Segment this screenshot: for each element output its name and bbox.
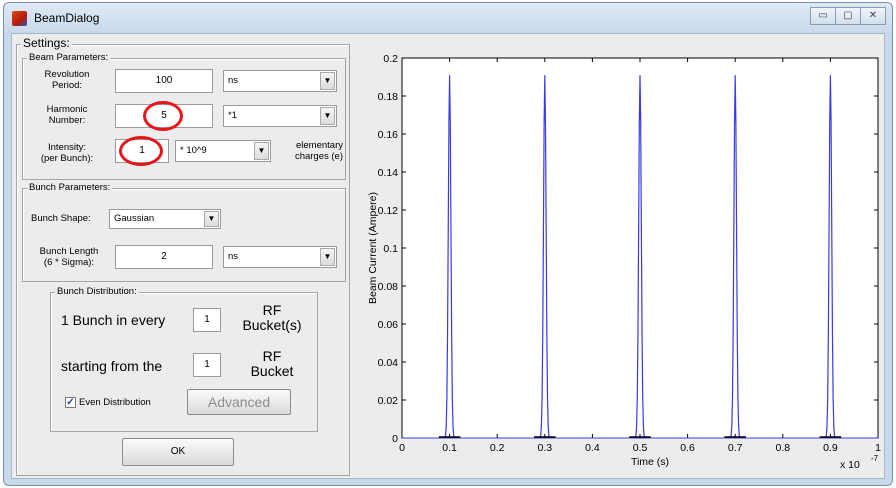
y-tick-label: 0.14: [378, 167, 399, 179]
x-axis-label: Time (s): [631, 456, 669, 468]
revolution-unit-select[interactable]: ns ▼: [223, 70, 337, 92]
bunch-peak-1: [444, 75, 455, 438]
y-tick-label: 0.18: [378, 91, 399, 103]
bunch-length-unit-value: ns: [228, 251, 239, 262]
advanced-button[interactable]: Advanced: [187, 389, 291, 415]
bunch-every-label: 1 Bunch in every: [61, 312, 166, 328]
close-button[interactable]: ✕: [860, 7, 886, 25]
beam-parameters-panel: Beam Parameters: Revolution Period: 100 …: [22, 52, 346, 180]
bunch-peak-5: [825, 75, 836, 438]
bunch-distribution-title: Bunch Distribution:: [55, 286, 139, 297]
beam-dialog-window: BeamDialog ▭ ▢ ✕ Settings: Beam Paramete…: [3, 2, 893, 486]
y-tick-label: 0.12: [378, 205, 399, 217]
intensity-multiplier-value: * 10^9: [180, 145, 207, 156]
x-tick-label: 0.8: [775, 442, 790, 454]
y-tick-label: 0.04: [378, 357, 399, 369]
intensity-label: Intensity: (per Bunch):: [31, 142, 103, 164]
beam-parameters-title: Beam Parameters:: [27, 52, 111, 63]
harmonic-label-line2: Number:: [48, 115, 86, 126]
plot-area: 0 0.1 0.2 0.3 0.4 0.5 0.6 0.7 0.8 0.9 1 0 0.02 0.04 0.…: [367, 42, 884, 476]
revolution-label-line2: Period:: [51, 80, 83, 91]
x-tick-label: 0.7: [728, 442, 743, 454]
intensity-unit-line1: elementary: [296, 140, 343, 151]
bunch-parameters-panel: Bunch Parameters: Bunch Shape: Gaussian …: [22, 182, 346, 282]
intensity-label-line2: (per Bunch):: [40, 153, 94, 164]
x-tick-label: 0.5: [633, 442, 648, 454]
starting-from-input[interactable]: 1: [193, 353, 221, 377]
y-tick-label: 0.08: [378, 281, 399, 293]
x-tick-label: 0: [399, 442, 405, 454]
y-tick-label: 0.2: [383, 53, 398, 65]
x-multiplier-exponent: -7: [871, 454, 879, 463]
start-unit-line1: RF: [262, 348, 282, 364]
minimize-button[interactable]: ▭: [810, 7, 836, 25]
bunch-peak-2: [539, 75, 551, 438]
intensity-label-line1: Intensity:: [47, 142, 87, 153]
x-tick-label: 0.3: [537, 442, 552, 454]
revolution-period-label: Revolution Period:: [37, 69, 97, 91]
bunch-every-unit: RF Bucket(s): [231, 303, 313, 333]
y-axis-label: Beam Current (Ampere): [368, 192, 379, 304]
y-tick-label: 0.1: [383, 243, 398, 255]
bunch-every-input[interactable]: 1: [193, 308, 221, 332]
beam-current-plot: 0 0.1 0.2 0.3 0.4 0.5 0.6 0.7 0.8 0.9 1 0 0.02 0.04 0.…: [367, 53, 881, 471]
every-unit-line2: Bucket(s): [242, 317, 302, 333]
bunch-distribution-panel: Bunch Distribution: 1 Bunch in every 1 R…: [50, 286, 318, 432]
y-tick-label: 0: [392, 433, 398, 445]
bunch-length-input[interactable]: 2: [115, 245, 213, 269]
x-multiplier-label: x 10: [840, 459, 860, 471]
y-tick-label: 0.16: [378, 129, 399, 141]
intensity-unit-label: elementary charges (e): [275, 140, 343, 162]
starting-from-unit: RF Bucket: [231, 349, 313, 379]
bunch-length-unit-select[interactable]: ns ▼: [223, 246, 337, 268]
x-tick-label: 0.6: [680, 442, 695, 454]
revolution-period-input[interactable]: 100: [115, 69, 213, 93]
highlight-circle: [119, 136, 163, 166]
harmonic-multiplier-value: *1: [228, 110, 237, 121]
title-bar[interactable]: BeamDialog ▭ ▢ ✕: [4, 3, 892, 33]
every-unit-line1: RF: [262, 302, 282, 318]
start-unit-line2: Bucket: [250, 363, 294, 379]
window-title: BeamDialog: [34, 11, 100, 25]
bunch-shape-label: Bunch Shape:: [31, 213, 91, 224]
y-tick-label: 0.02: [378, 395, 399, 407]
ok-button[interactable]: OK: [122, 438, 234, 466]
harmonic-number-label: Harmonic Number:: [37, 104, 97, 126]
bunch-parameters-title: Bunch Parameters:: [27, 182, 113, 193]
dropdown-arrow-icon: ▼: [320, 107, 335, 125]
dropdown-arrow-icon: ▼: [254, 142, 269, 160]
x-tick-label: 0.2: [490, 442, 505, 454]
bunch-peak-4: [729, 75, 741, 438]
maximize-button[interactable]: ▢: [835, 7, 861, 25]
y-tick-label: 0.06: [378, 319, 399, 331]
x-tick-label: 0.4: [585, 442, 600, 454]
bunch-shape-select[interactable]: Gaussian ▼: [109, 209, 221, 229]
even-distribution-label: Even Distribution: [79, 397, 151, 408]
bunch-length-label-line1: Bunch Length: [39, 246, 99, 257]
revolution-label-line1: Revolution: [44, 69, 90, 80]
settings-panel: Settings:: [16, 36, 350, 476]
bunch-length-label-line2: (6 * Sigma):: [43, 257, 95, 268]
matlab-icon: [12, 11, 27, 26]
highlight-circle: [143, 101, 183, 131]
x-tick-label: 0.9: [823, 442, 838, 454]
intensity-multiplier-select[interactable]: * 10^9 ▼: [175, 140, 271, 162]
x-tick-label: 0.1: [442, 442, 457, 454]
dropdown-arrow-icon: ▼: [204, 211, 219, 227]
dropdown-arrow-icon: ▼: [320, 72, 335, 90]
bunch-length-label: Bunch Length (6 * Sigma):: [29, 246, 109, 268]
bunch-shape-value: Gaussian: [114, 213, 155, 224]
intensity-unit-line2: charges (e): [294, 151, 343, 162]
revolution-unit-value: ns: [228, 75, 239, 86]
dialog-client-area: Settings: Beam Parameters: Revolution Pe…: [11, 33, 885, 479]
starting-from-label: starting from the: [61, 358, 163, 374]
harmonic-label-line1: Harmonic: [46, 104, 88, 115]
dropdown-arrow-icon: ▼: [320, 248, 335, 266]
harmonic-multiplier-select[interactable]: *1 ▼: [223, 105, 337, 127]
plot-axes-box: [401, 57, 879, 439]
settings-title: Settings:: [21, 36, 72, 50]
x-tick-label: 1: [875, 442, 881, 454]
bunch-peak-3: [634, 75, 646, 438]
even-distribution-checkbox[interactable]: ✓: [65, 397, 76, 408]
